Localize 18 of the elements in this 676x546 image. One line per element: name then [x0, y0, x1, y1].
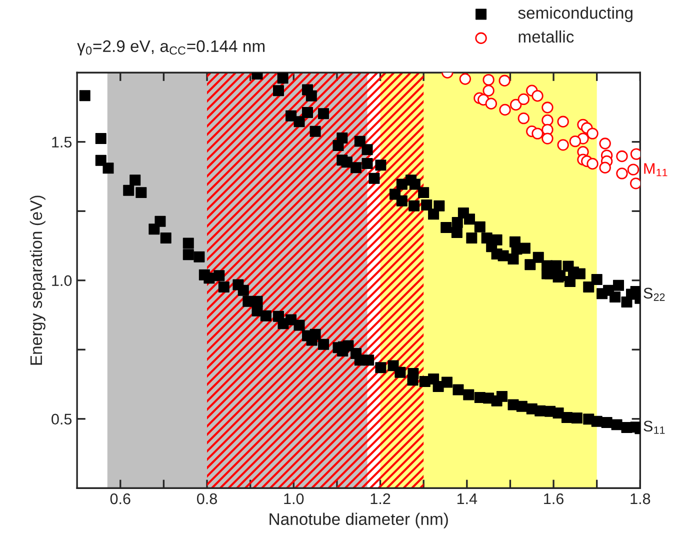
text: γ$_{0}$=2.9 eV, a$_{CC}$=0.144 nm: [77, 40, 264, 56]
text: M$_{11}$: [644, 163, 668, 176]
x-tick-label: 1.2: [370, 493, 390, 504]
x-tick-label: 1.8: [630, 493, 650, 504]
x-tick-label: 0.8: [196, 493, 217, 504]
x-axis-title: Nanotube diameter (nm): [270, 512, 448, 528]
text: S$_{11}$: [644, 420, 665, 434]
x-tick-label: 0.6: [110, 493, 130, 504]
x-tick-label: 1.4: [457, 494, 478, 504]
x-tick-label: 1.6: [544, 493, 564, 504]
y-tick-label: 1.5: [52, 136, 72, 148]
x-tick-label: 1.0: [284, 493, 304, 504]
y-tick-label: 1.0: [52, 275, 72, 286]
legend-label: semiconducting: [518, 6, 632, 22]
y-axis-title: Energy separation (eV): [30, 196, 46, 365]
y-tick-label: 0.5: [52, 414, 72, 425]
text: S$_{22}$: [644, 288, 665, 301]
legend-label: metallic: [518, 30, 574, 43]
